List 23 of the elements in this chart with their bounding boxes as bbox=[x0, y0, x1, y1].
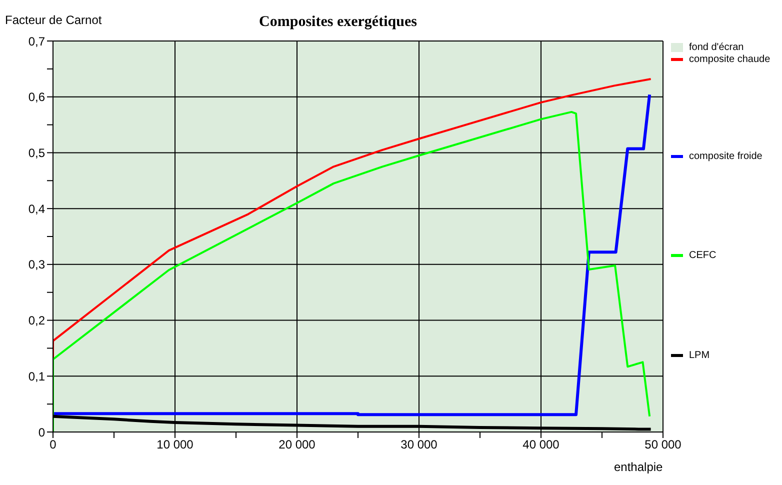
x-tick-label: 50 000 bbox=[644, 438, 682, 452]
y-axis-title: Facteur de Carnot bbox=[5, 13, 102, 27]
x-tick-label: 30 000 bbox=[400, 438, 438, 452]
y-tick-label: 0,6 bbox=[28, 90, 46, 104]
line-series bbox=[53, 78, 652, 360]
x-tick-label: 20 000 bbox=[278, 438, 316, 452]
legend-label: composite chaude bbox=[689, 54, 770, 65]
legend-label: composite froide bbox=[689, 151, 762, 162]
x-tick-label: 0 bbox=[50, 438, 57, 452]
band-label: fond d'écran bbox=[689, 42, 744, 53]
y-tick-label: 0,7 bbox=[28, 34, 46, 48]
y-tick-label: 0,3 bbox=[28, 258, 46, 272]
y-tick-label: 0,1 bbox=[28, 369, 46, 384]
chart-title: Composites exergétiques bbox=[259, 14, 417, 30]
y-tick-label: 0,2 bbox=[28, 314, 46, 328]
y-tick-label: 0,4 bbox=[28, 202, 46, 216]
x-axis-title: enthalpie bbox=[614, 460, 663, 474]
y-tick-label: 0 bbox=[38, 425, 46, 440]
x-tick-label: 40 000 bbox=[522, 438, 560, 452]
x-tick-label: 10 000 bbox=[156, 438, 194, 452]
legend-label: CEFC bbox=[689, 250, 716, 261]
y-tick-label: 0,5 bbox=[28, 146, 46, 160]
legend-label: LPM bbox=[689, 350, 710, 361]
